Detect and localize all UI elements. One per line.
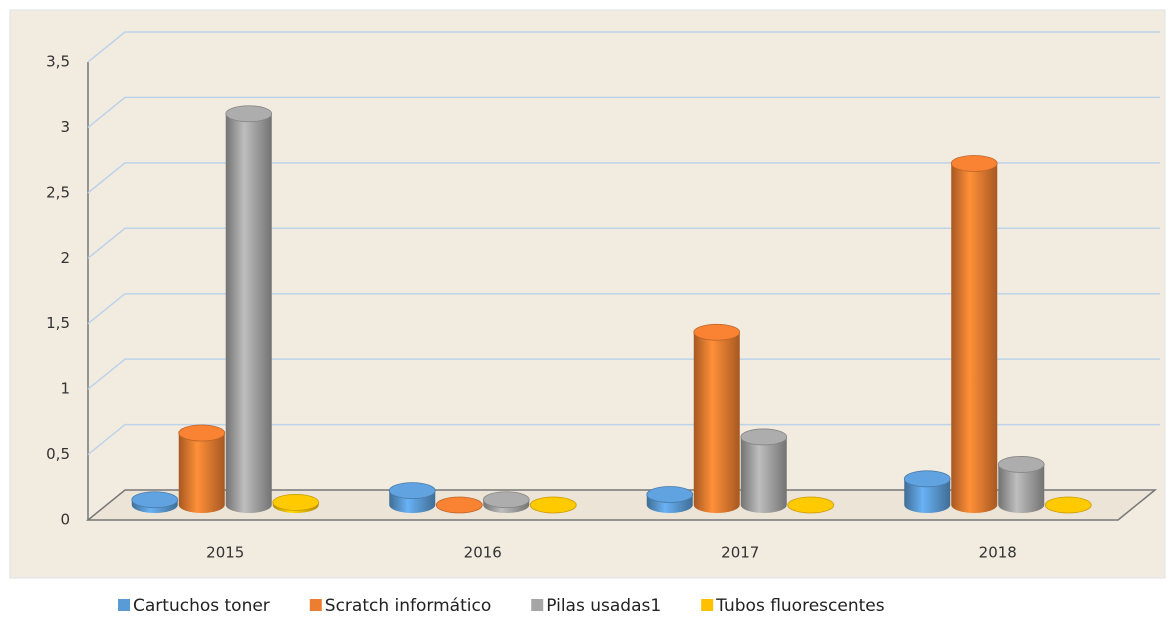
x-tick-label: 2016 bbox=[464, 544, 502, 562]
bar bbox=[225, 105, 273, 513]
y-tick-label: 2,5 bbox=[46, 183, 70, 201]
grid-line bbox=[87, 227, 1160, 259]
bar bbox=[482, 491, 530, 513]
bar-top bbox=[646, 486, 694, 503]
bar-body bbox=[693, 332, 740, 513]
bar-top bbox=[529, 496, 577, 514]
bar-top bbox=[388, 482, 436, 500]
bar bbox=[997, 456, 1045, 513]
bar-top bbox=[787, 496, 835, 514]
legend-label: Cartuchos toner bbox=[133, 596, 270, 616]
bar-body bbox=[740, 436, 787, 513]
bar-top bbox=[997, 456, 1045, 473]
grid-line bbox=[87, 292, 1160, 325]
bar-top bbox=[131, 491, 179, 509]
legend-label: Pilas usadas1 bbox=[546, 596, 661, 616]
y-tick-label: 1,5 bbox=[46, 314, 70, 332]
grid-line bbox=[87, 162, 1160, 194]
bar-top bbox=[482, 491, 530, 509]
bar-top bbox=[225, 105, 273, 123]
bar bbox=[740, 428, 788, 513]
bar bbox=[787, 496, 835, 514]
bar-top bbox=[950, 155, 998, 172]
legend-label: Scratch informático bbox=[325, 596, 491, 616]
y-tick-label: 1 bbox=[60, 380, 70, 398]
bar bbox=[693, 323, 741, 513]
grid-line bbox=[87, 358, 1160, 390]
bar-top bbox=[272, 493, 320, 511]
bar-top bbox=[903, 470, 951, 488]
bar bbox=[435, 496, 483, 514]
y-tick-label: 2 bbox=[60, 249, 70, 267]
x-tick-label: 2018 bbox=[979, 544, 1017, 562]
legend-swatch bbox=[701, 599, 714, 611]
bar bbox=[178, 424, 226, 513]
y-tick-label: 3,5 bbox=[46, 53, 70, 71]
bar bbox=[388, 482, 436, 513]
grid-line bbox=[87, 31, 1160, 63]
bar-body bbox=[951, 163, 998, 513]
bar bbox=[646, 486, 694, 513]
bar-top bbox=[178, 424, 226, 442]
legend-swatch bbox=[309, 599, 322, 611]
x-tick-label: 2017 bbox=[721, 544, 759, 562]
bar bbox=[529, 496, 577, 514]
bar bbox=[131, 491, 179, 513]
grid-line bbox=[87, 423, 1160, 456]
bar bbox=[272, 493, 320, 513]
bar-body bbox=[225, 113, 272, 513]
bar-body bbox=[904, 478, 951, 513]
bar bbox=[950, 155, 998, 513]
legend-swatch bbox=[531, 599, 544, 611]
x-tick-label: 2015 bbox=[206, 544, 244, 562]
bar-body bbox=[998, 464, 1045, 513]
bar bbox=[1044, 496, 1092, 514]
y-tick-label: 0 bbox=[60, 511, 70, 529]
y-tick-label: 3 bbox=[60, 118, 70, 136]
bar-top bbox=[740, 428, 788, 446]
legend-label: Tubos fluorescentes bbox=[715, 596, 885, 616]
bar bbox=[903, 470, 951, 513]
bar-top bbox=[435, 496, 483, 514]
bar-body bbox=[178, 433, 225, 513]
y-tick-label: 0,5 bbox=[46, 445, 70, 463]
bar-top bbox=[693, 323, 741, 341]
floor bbox=[85, 489, 1158, 521]
bar-top bbox=[1044, 496, 1092, 514]
grid-line bbox=[87, 96, 1160, 129]
legend-swatch bbox=[118, 599, 130, 611]
